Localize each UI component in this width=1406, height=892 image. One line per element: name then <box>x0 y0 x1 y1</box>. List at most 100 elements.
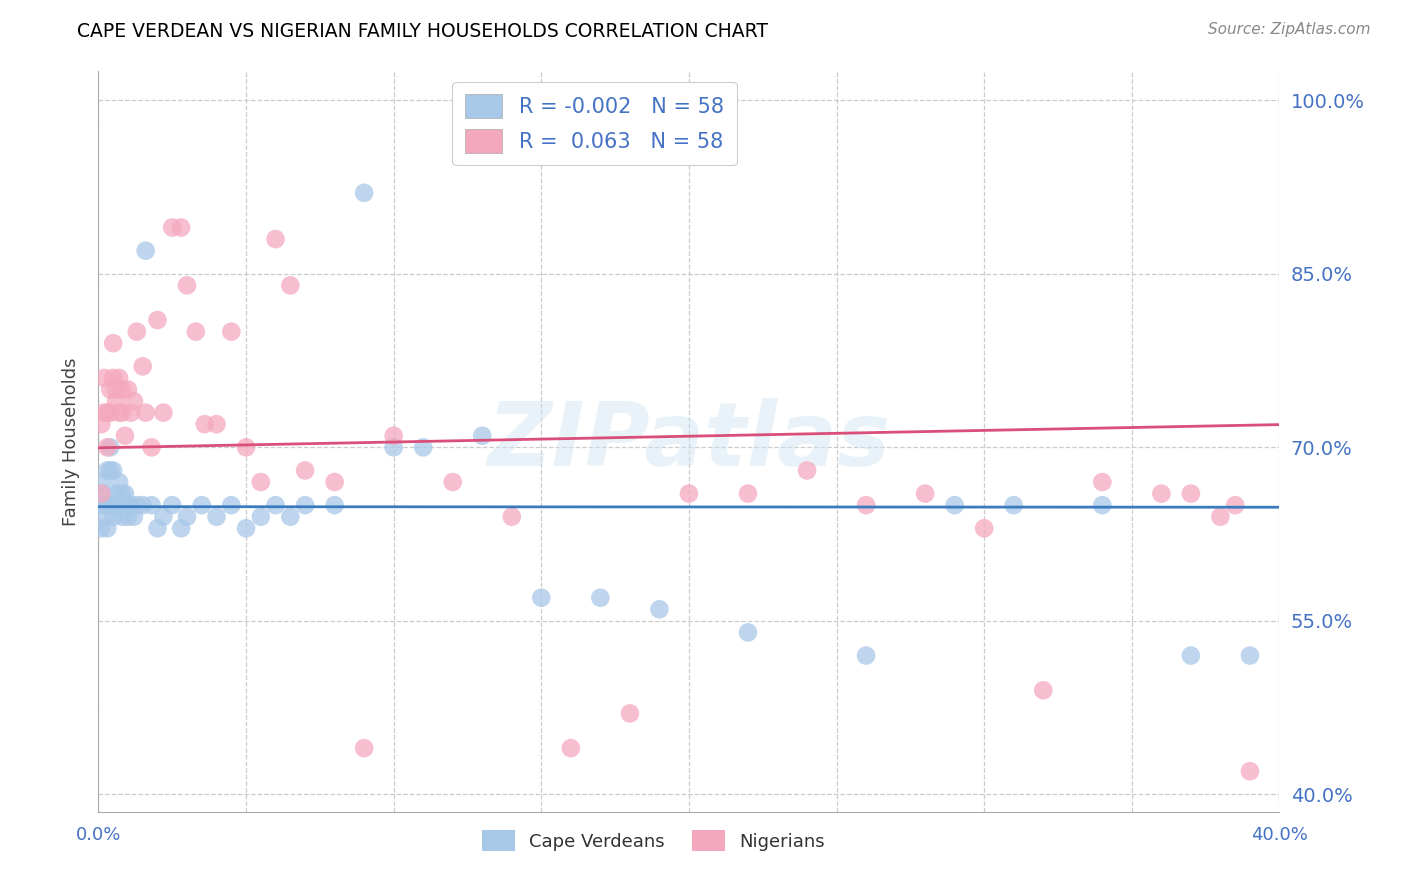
Point <box>105 486 128 500</box>
Point <box>855 648 877 663</box>
Point <box>1091 498 1114 512</box>
Point <box>205 417 228 432</box>
Point <box>105 383 128 397</box>
Point <box>120 406 142 420</box>
Point <box>191 498 214 512</box>
Point <box>114 486 136 500</box>
Point <box>973 521 995 535</box>
Point <box>105 394 128 409</box>
Point <box>796 463 818 477</box>
Point <box>135 244 157 258</box>
Point <box>90 521 112 535</box>
Point <box>108 371 131 385</box>
Point <box>560 741 582 756</box>
Point <box>141 498 163 512</box>
Text: 40.0%: 40.0% <box>1251 826 1308 844</box>
Point <box>105 498 128 512</box>
Point <box>96 440 118 454</box>
Point <box>90 417 112 432</box>
Point <box>250 509 273 524</box>
Text: ZIPatlas: ZIPatlas <box>488 398 890 485</box>
Point <box>108 498 131 512</box>
Point <box>146 521 169 535</box>
Point <box>855 498 877 512</box>
Point <box>412 440 434 454</box>
Point <box>103 463 125 477</box>
Y-axis label: Family Households: Family Households <box>62 358 80 525</box>
Point <box>1239 648 1261 663</box>
Point <box>98 406 121 420</box>
Point <box>170 220 193 235</box>
Point <box>221 325 243 339</box>
Text: CAPE VERDEAN VS NIGERIAN FAMILY HOUSEHOLDS CORRELATION CHART: CAPE VERDEAN VS NIGERIAN FAMILY HOUSEHOL… <box>77 22 768 41</box>
Point <box>93 406 115 420</box>
Point <box>152 406 174 420</box>
Point <box>96 498 118 512</box>
Point <box>678 486 700 500</box>
Point <box>120 498 142 512</box>
Point <box>90 486 112 500</box>
Point <box>205 509 228 524</box>
Point <box>194 417 217 432</box>
Point <box>737 625 759 640</box>
Point <box>1180 648 1202 663</box>
Point <box>93 486 115 500</box>
Point <box>323 475 346 489</box>
Point <box>98 463 121 477</box>
Point <box>122 509 145 524</box>
Point <box>280 509 302 524</box>
Point <box>111 406 134 420</box>
Point <box>103 509 125 524</box>
Point <box>108 475 131 489</box>
Point <box>264 498 287 512</box>
Point <box>125 325 148 339</box>
Point <box>117 383 139 397</box>
Point <box>93 371 115 385</box>
Point <box>589 591 612 605</box>
Point <box>1032 683 1054 698</box>
Text: Source: ZipAtlas.com: Source: ZipAtlas.com <box>1208 22 1371 37</box>
Point <box>103 371 125 385</box>
Point <box>98 383 121 397</box>
Point <box>117 509 139 524</box>
Point <box>1002 498 1025 512</box>
Point <box>111 509 134 524</box>
Point <box>111 486 134 500</box>
Point <box>146 313 169 327</box>
Point <box>122 394 145 409</box>
Point <box>294 498 316 512</box>
Point <box>132 359 155 374</box>
Point <box>1209 509 1232 524</box>
Point <box>1180 486 1202 500</box>
Point <box>1091 475 1114 489</box>
Point <box>162 220 183 235</box>
Point <box>176 278 198 293</box>
Point <box>93 498 115 512</box>
Point <box>1150 486 1173 500</box>
Point <box>141 440 163 454</box>
Point <box>90 475 112 489</box>
Point <box>294 463 316 477</box>
Point <box>737 486 759 500</box>
Point <box>176 509 198 524</box>
Point <box>125 498 148 512</box>
Point <box>619 706 641 721</box>
Point <box>162 498 183 512</box>
Point <box>280 278 302 293</box>
Point <box>501 509 523 524</box>
Point <box>132 498 155 512</box>
Point <box>98 440 121 454</box>
Point <box>250 475 273 489</box>
Point <box>235 440 257 454</box>
Point <box>943 498 966 512</box>
Point <box>96 463 118 477</box>
Point <box>111 383 134 397</box>
Point <box>441 475 464 489</box>
Point <box>90 498 112 512</box>
Point <box>1239 764 1261 779</box>
Point <box>530 591 553 605</box>
Point <box>152 509 174 524</box>
Point <box>114 429 136 443</box>
Point <box>323 498 346 512</box>
Legend: Cape Verdeans, Nigerians: Cape Verdeans, Nigerians <box>475 823 832 858</box>
